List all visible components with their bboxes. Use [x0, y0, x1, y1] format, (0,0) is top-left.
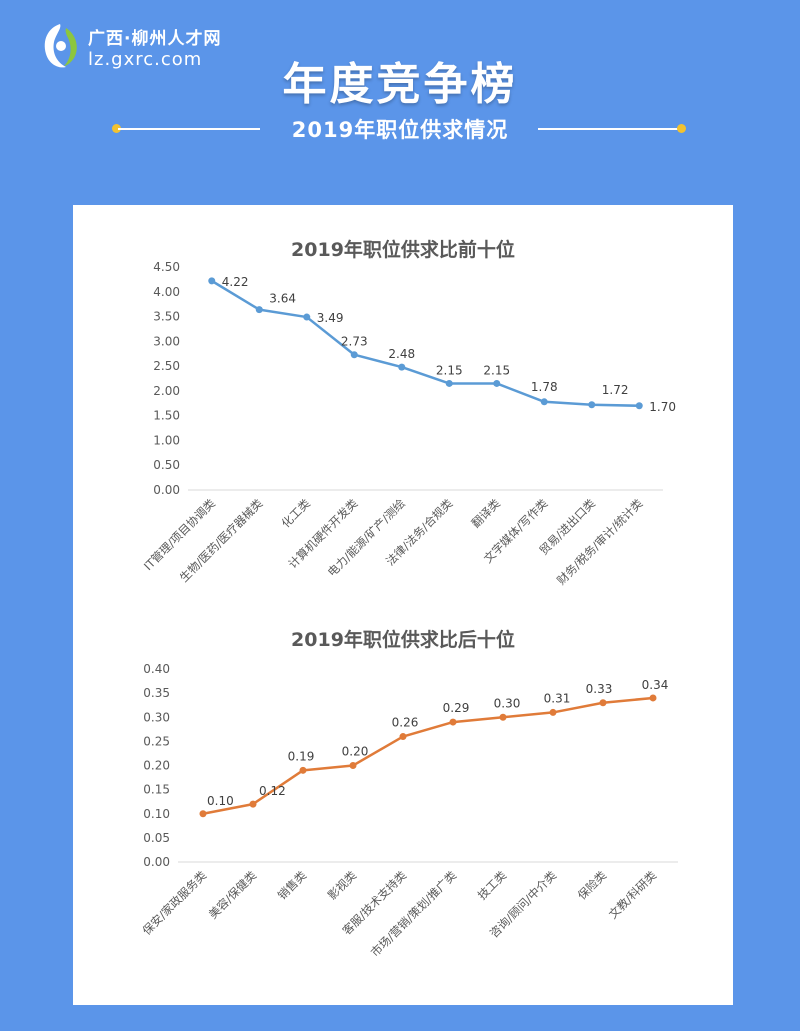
chart-title-top: 2019年职位供求比前十位	[291, 239, 515, 261]
data-point	[399, 733, 407, 741]
data-point	[199, 810, 207, 818]
y-tick-label: 0.40	[143, 662, 170, 676]
data-label: 0.30	[494, 696, 521, 710]
data-point	[349, 762, 357, 769]
data-label: 0.26	[392, 716, 419, 730]
data-point	[549, 708, 557, 716]
y-tick-label: 0.00	[153, 483, 180, 497]
page-title: 年度竞争榜	[282, 59, 518, 110]
subtitle-line-right	[538, 128, 680, 130]
data-label: 3.64	[269, 292, 296, 306]
data-point	[540, 398, 548, 406]
chart-top-ten: 0.00 0.50 1.00 1.50 2.00 2.50 3.00 3.50 4.00 4.50…	[141, 260, 676, 588]
data-point	[398, 363, 406, 371]
subtitle-dot-left	[112, 124, 121, 133]
data-label: 1.72	[602, 383, 629, 397]
y-tick-label: 3.00	[153, 334, 180, 348]
logo-site-url: lz.gxrc.com	[88, 49, 203, 70]
subtitle-line-left	[118, 128, 260, 130]
x-tick-label: 保安/家政服务类	[140, 868, 210, 938]
data-point	[599, 699, 607, 707]
data-label: 1.70	[649, 400, 676, 414]
data-label: 0.10	[207, 794, 234, 808]
y-tick-label: 2.50	[153, 359, 180, 373]
site-logo[interactable]: 广西·柳州人才网 lz.gxrc.com	[40, 22, 250, 74]
chart-panel: 2019年职位供求比前十位 0.00 0.50 1.00 1.50 2.00 2.50 3.…	[73, 205, 733, 1005]
y-tick-label: 0.50	[153, 458, 180, 472]
data-point	[299, 766, 307, 774]
x-tick-label: 美容/保健类	[206, 868, 260, 922]
data-label: 0.20	[342, 745, 369, 759]
y-tick-label: 0.00	[143, 855, 170, 869]
chart-title-bottom: 2019年职位供求比后十位	[291, 629, 515, 651]
y-tick-label: 4.50	[153, 260, 180, 274]
data-label: 2.15	[436, 363, 463, 377]
data-label: 3.49	[317, 311, 344, 325]
data-point	[249, 800, 257, 808]
data-label: 2.15	[483, 363, 510, 377]
data-label: 2.73	[341, 335, 368, 349]
y-tick-label: 4.00	[153, 285, 180, 299]
chart-bottom-ten: 0.00 0.05 0.10 0.15 0.20 0.25 0.30 0.35 0.40 0.10…	[140, 662, 678, 960]
series-line	[211, 279, 640, 408]
y-tick-label: 3.50	[153, 310, 180, 324]
data-point	[499, 713, 507, 721]
data-label: 4.22	[222, 275, 249, 289]
data-label: 2.48	[388, 347, 415, 361]
y-tick-label: 0.30	[143, 710, 170, 724]
x-tick-label: 销售类	[275, 868, 310, 903]
data-point	[303, 313, 311, 321]
y-tick-label: 0.25	[143, 734, 170, 748]
x-tick-label: 文教/科研类	[606, 868, 660, 922]
series-line	[202, 696, 654, 815]
data-label: 0.34	[642, 678, 669, 692]
x-tick-label: 技工类	[475, 868, 510, 903]
y-tick-label: 0.05	[143, 831, 170, 845]
subtitle-row: 2019年职位供求情况	[0, 114, 800, 144]
data-label: 0.31	[544, 691, 571, 705]
data-label: 0.19	[288, 749, 315, 763]
y-tick-label: 0.20	[143, 759, 170, 773]
y-tick-label: 0.35	[143, 686, 170, 700]
data-point	[588, 401, 596, 409]
data-point	[350, 351, 358, 359]
y-tick-label: 0.10	[143, 807, 170, 821]
data-point	[445, 379, 453, 387]
data-point	[635, 402, 643, 410]
data-point	[255, 306, 263, 314]
data-label: 1.78	[531, 380, 558, 394]
y-tick-label: 0.15	[143, 783, 170, 797]
x-tick-label: 影视类	[325, 868, 360, 903]
data-label: 0.29	[443, 701, 470, 715]
data-label: 0.12	[259, 784, 286, 798]
logo-mark-icon	[44, 24, 77, 68]
data-label: 0.33	[586, 682, 613, 696]
y-tick-label: 1.00	[153, 433, 180, 447]
x-tick-label: 保险类	[575, 868, 610, 903]
data-point	[649, 694, 657, 702]
data-point	[449, 718, 457, 726]
y-tick-label: 1.50	[153, 409, 180, 423]
logo-site-name: 广西·柳州人才网	[88, 29, 222, 49]
data-point	[493, 379, 501, 387]
page-subtitle: 2019年职位供求情况	[291, 118, 509, 142]
subtitle-dot-right	[677, 124, 686, 133]
x-tick-label: 市场/营销/策划/推广类	[368, 868, 460, 960]
data-point	[208, 277, 216, 285]
y-tick-label: 2.00	[153, 384, 180, 398]
